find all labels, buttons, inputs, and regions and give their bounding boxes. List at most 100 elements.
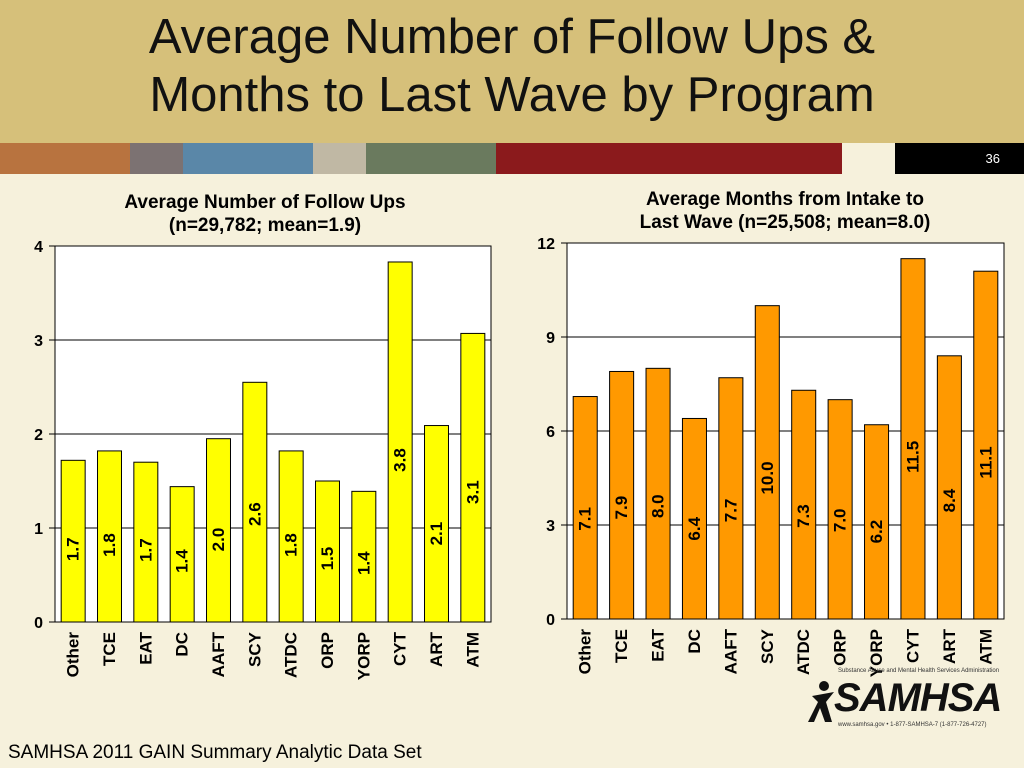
y-tick-label: 1 [34, 521, 43, 538]
y-tick-label: 3 [34, 333, 43, 350]
x-tick-label: TCE [612, 629, 631, 663]
data-label: 1.4 [173, 549, 192, 573]
color-bar-segment [842, 143, 895, 174]
bar [60, 459, 86, 623]
x-tick-label: ORP [318, 632, 337, 669]
data-label: 7.1 [576, 507, 595, 531]
data-label: 7.7 [721, 499, 740, 523]
bar [754, 305, 780, 620]
data-label: 6.2 [867, 520, 886, 544]
x-tick-label: ATDC [282, 632, 301, 678]
color-bar-segment [366, 143, 496, 174]
data-label: 1.4 [354, 551, 373, 575]
decorative-color-bar [0, 143, 1024, 174]
data-label: 7.0 [831, 508, 850, 532]
y-tick-label: 12 [537, 236, 555, 253]
x-tick-label: AAFT [721, 628, 740, 674]
page-title: Average Number of Follow Ups & Months to… [0, 8, 1024, 124]
x-tick-label: CYT [903, 628, 922, 663]
bar [864, 424, 890, 620]
x-tick-label: ORP [831, 629, 850, 666]
x-tick-label: EAT [136, 631, 155, 664]
bar [681, 417, 707, 620]
data-label: 1.7 [64, 537, 83, 561]
chart-2-title-line-1: Average Months from Intake to [645, 189, 924, 210]
bar [827, 399, 853, 620]
data-label: 10.0 [758, 461, 777, 494]
x-tick-label: DC [685, 629, 704, 654]
x-tick-label: ATDC [794, 629, 813, 675]
data-label: 7.3 [794, 504, 813, 528]
bar [424, 425, 449, 623]
bar [936, 355, 962, 620]
data-label: 2.1 [427, 522, 446, 546]
plot-border [566, 242, 1005, 620]
data-label: 2.6 [245, 502, 264, 526]
bar [718, 377, 744, 620]
bar [169, 486, 195, 623]
x-tick-label: ATM [463, 632, 482, 668]
bar [387, 261, 413, 623]
x-tick-label: TCE [100, 632, 119, 666]
chart-2-title: Average Months from Intake to Last Wave … [560, 188, 1010, 234]
chart-1-title-line-2: (n=29,782; mean=1.9) [168, 215, 362, 236]
data-label: 11.1 [976, 446, 995, 478]
color-bar-segment [183, 143, 313, 174]
bar [572, 396, 598, 620]
data-label: 1.8 [282, 533, 301, 557]
title-line-1: Average Number of Follow Ups & [148, 10, 876, 64]
x-tick-label: ATM [976, 629, 995, 665]
logo-text: SAMHSA [834, 676, 1002, 720]
logo-contact: www.samhsa.gov • 1-877-SAMHSA-7 (1-877-7… [838, 722, 987, 728]
data-label: 2.0 [209, 528, 228, 552]
bar [278, 450, 304, 623]
data-label: 11.5 [903, 441, 922, 473]
data-label: 8.0 [649, 494, 668, 518]
logo-tagline: Substance Abuse and Mental Health Servic… [838, 668, 1000, 674]
title-line-2: Months to Last Wave by Program [149, 68, 875, 122]
data-label: 1.7 [136, 538, 155, 562]
chart-1: 0 1 2 3 4 1.7 Other 1.8 TCE 1.7 EAT 1.4 DC 2.0 AAFT 2.6… [34, 239, 492, 680]
bar [133, 461, 159, 623]
color-bar-segment [130, 143, 183, 174]
x-tick-label: SCY [758, 628, 777, 664]
bar [900, 258, 926, 620]
data-label: 6.4 [685, 516, 704, 540]
x-tick-label: YORP [354, 632, 373, 680]
bar [315, 480, 340, 623]
bar [351, 490, 377, 623]
bar [645, 367, 671, 620]
x-tick-label: ART [940, 628, 959, 664]
chart-1-title-line-1: Average Number of Follow Ups [124, 192, 406, 213]
x-tick-label: Other [64, 632, 83, 678]
data-label: 7.9 [612, 496, 631, 520]
bar [97, 450, 122, 623]
bar [206, 438, 231, 623]
x-tick-label: ART [427, 631, 446, 667]
x-tick-label: DC [173, 632, 192, 657]
plot-border [54, 245, 492, 623]
y-tick-label: 0 [546, 612, 555, 629]
bar [973, 270, 999, 620]
y-tick-label: 2 [34, 427, 43, 444]
color-bar-segment [313, 143, 366, 174]
x-tick-label: EAT [649, 628, 668, 661]
chart-1-title: Average Number of Follow Ups (n=29,782; … [55, 191, 475, 237]
bar [791, 389, 817, 620]
chart-2-title-line-2: Last Wave (n=25,508; mean=8.0) [639, 212, 931, 233]
bar [460, 332, 486, 623]
x-tick-label: CYT [391, 631, 410, 666]
data-label: 8.4 [940, 488, 959, 512]
chart-2: 0 3 6 9 12 7.1 Other 7.9 TCE 8.0 EAT 6.4 DC 7.7 AAFT 10… [537, 236, 1005, 677]
color-bar-segment [496, 143, 842, 174]
bar [242, 381, 268, 623]
header-band: Average Number of Follow Ups & Months to… [0, 0, 1024, 143]
color-bar-segment [0, 143, 130, 174]
x-tick-label: YORP [867, 629, 886, 677]
y-tick-label: 0 [34, 615, 43, 632]
x-tick-label: SCY [245, 631, 264, 667]
bar [609, 370, 635, 620]
data-label: 1.8 [100, 533, 119, 557]
y-tick-label: 3 [546, 518, 555, 535]
